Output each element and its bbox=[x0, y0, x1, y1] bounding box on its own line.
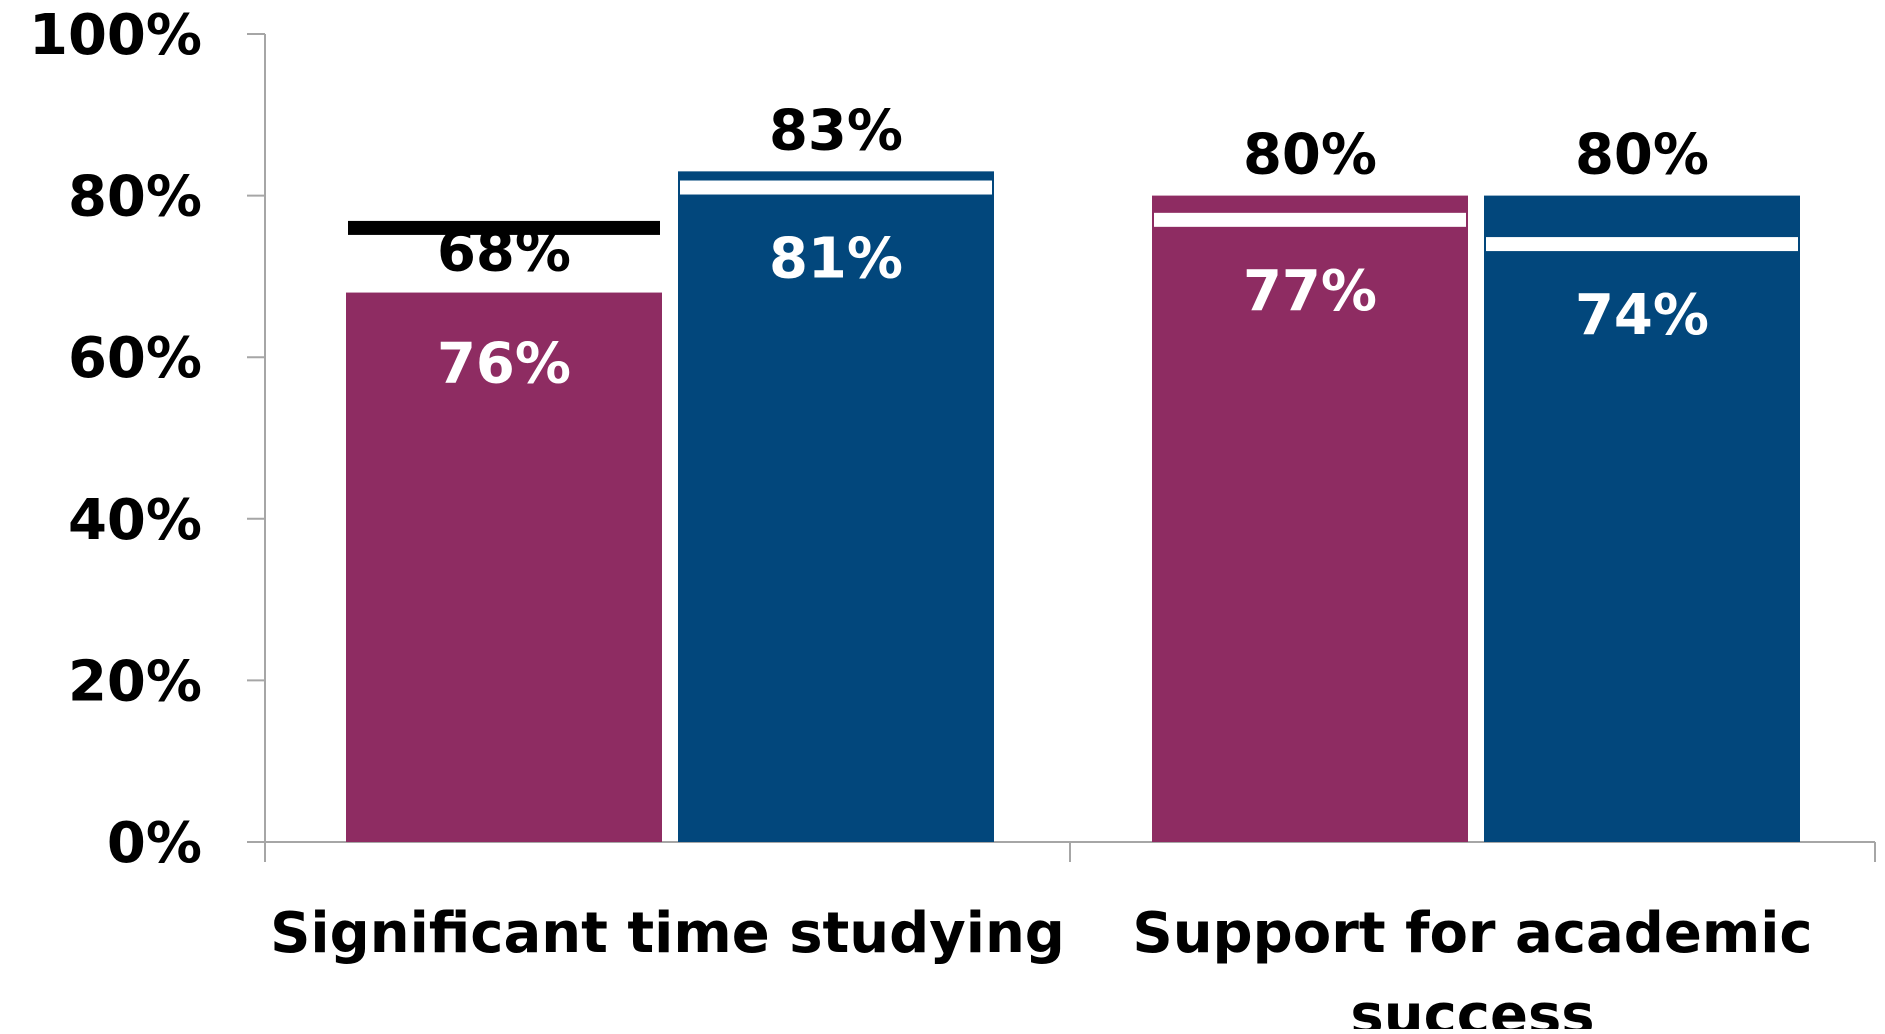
bar bbox=[678, 171, 994, 843]
bar bbox=[1484, 195, 1800, 843]
y-tick-label: 20% bbox=[68, 649, 202, 714]
x-category-label: Significant time studying bbox=[270, 901, 1065, 966]
comparison-marker bbox=[1154, 212, 1466, 227]
bar-value-label: 83% bbox=[769, 98, 903, 163]
y-tick-label: 100% bbox=[29, 3, 202, 68]
y-tick-label: 0% bbox=[107, 811, 202, 876]
y-tick-label: 40% bbox=[68, 488, 202, 553]
x-category-label: success bbox=[1350, 983, 1594, 1029]
x-category-label: Support for academic bbox=[1132, 901, 1812, 966]
y-tick-label: 60% bbox=[68, 326, 202, 391]
bar-value-label: 80% bbox=[1575, 123, 1709, 188]
bar-value-label: 80% bbox=[1243, 123, 1377, 188]
comparison-marker bbox=[1486, 237, 1798, 252]
marker-value-label: 74% bbox=[1575, 283, 1709, 348]
y-tick-label: 80% bbox=[68, 165, 202, 230]
marker-value-label: 77% bbox=[1243, 259, 1377, 324]
bar bbox=[1152, 195, 1468, 843]
comparison-marker bbox=[348, 220, 660, 235]
marker-value-label: 81% bbox=[769, 227, 903, 292]
comparison-marker bbox=[680, 180, 992, 195]
marker-value-label: 76% bbox=[437, 332, 571, 397]
bar bbox=[346, 292, 662, 842]
